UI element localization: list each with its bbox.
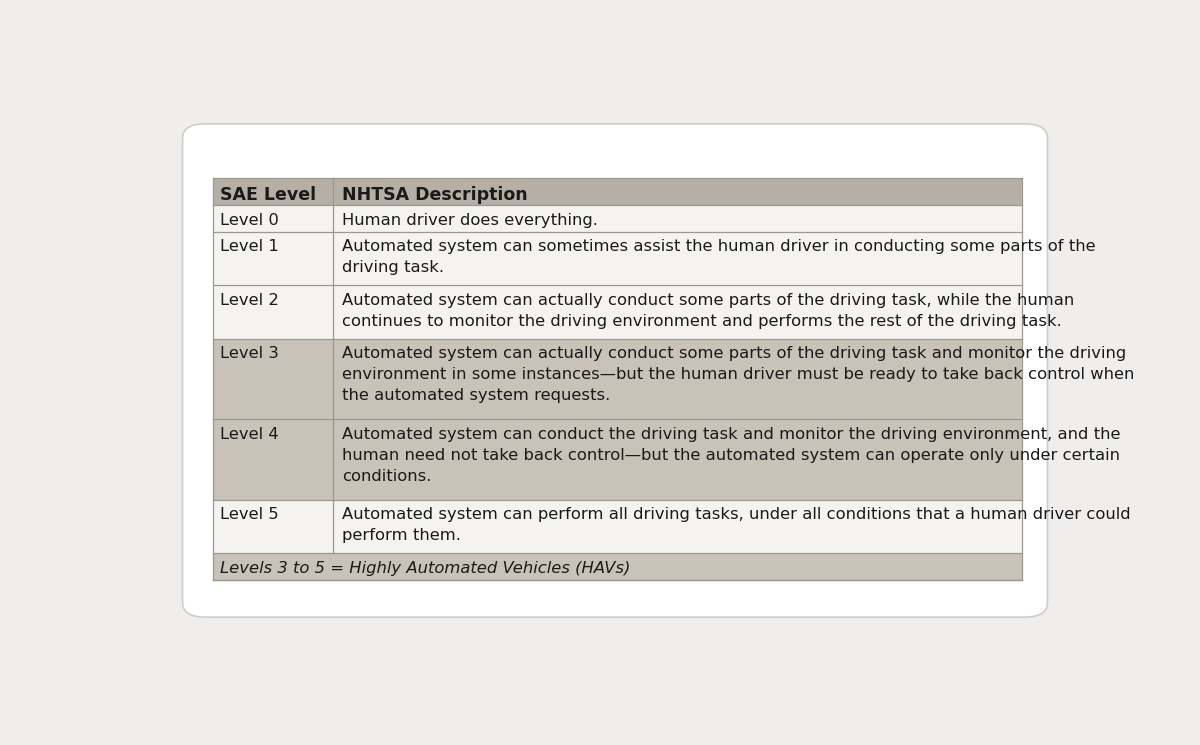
Bar <box>214 232 1022 285</box>
Text: Level 0: Level 0 <box>220 212 278 227</box>
Text: Automated system can actually conduct some parts of the driving task and monitor: Automated system can actually conduct so… <box>342 346 1135 403</box>
Bar <box>214 285 1022 339</box>
FancyBboxPatch shape <box>182 124 1048 617</box>
Text: Level 3: Level 3 <box>220 346 278 361</box>
Text: Levels 3 to 5 = Highly Automated Vehicles (HAVs): Levels 3 to 5 = Highly Automated Vehicle… <box>220 560 630 576</box>
Bar <box>214 419 1022 500</box>
Text: SAE Level: SAE Level <box>220 186 316 204</box>
Text: Human driver does everything.: Human driver does everything. <box>342 212 598 227</box>
Bar <box>214 339 1022 419</box>
Bar <box>214 553 1022 580</box>
Text: Level 5: Level 5 <box>220 507 278 522</box>
Text: Automated system can actually conduct some parts of the driving task, while the : Automated system can actually conduct so… <box>342 293 1074 329</box>
Text: NHTSA Description: NHTSA Description <box>342 186 528 204</box>
Bar <box>214 178 1022 205</box>
Text: Automated system can perform all driving tasks, under all conditions that a huma: Automated system can perform all driving… <box>342 507 1130 543</box>
Text: Automated system can conduct the driving task and monitor the driving environmen: Automated system can conduct the driving… <box>342 427 1121 484</box>
Text: Automated system can sometimes assist the human driver in conducting some parts : Automated system can sometimes assist th… <box>342 239 1096 276</box>
Text: Level 4: Level 4 <box>220 427 278 442</box>
Text: Level 1: Level 1 <box>220 239 278 254</box>
Bar <box>214 205 1022 232</box>
Bar <box>214 500 1022 553</box>
Text: Level 2: Level 2 <box>220 293 278 308</box>
